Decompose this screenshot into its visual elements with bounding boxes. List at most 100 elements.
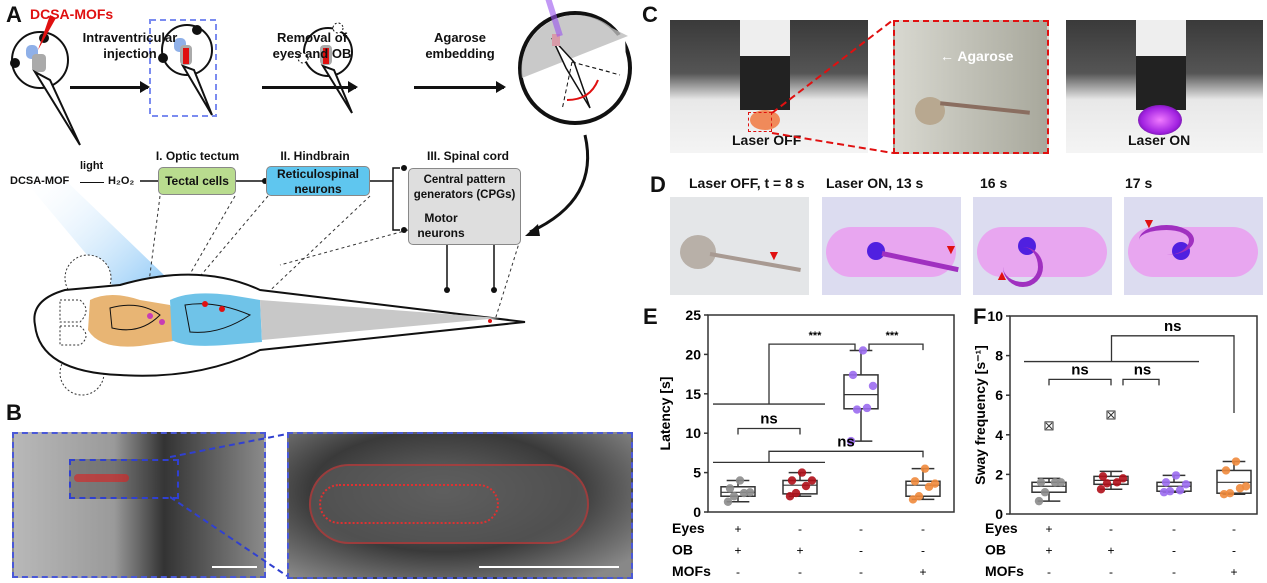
condition-row-label: OB: [672, 542, 693, 558]
condition-value: +: [734, 522, 741, 536]
condition-row-label: MOFs: [672, 563, 711, 579]
significance-bracket: [1048, 378, 1112, 386]
arrowhead-icon: ▼: [944, 241, 958, 257]
significance-bracket: [1024, 335, 1235, 414]
data-point: [745, 488, 755, 497]
y-tick-label: 6: [995, 387, 1003, 403]
reaction-product: H₂O₂: [108, 175, 135, 187]
zoom-connector-lines: [771, 19, 894, 154]
cpg-label: Central pattern generators (CPGs): [413, 174, 516, 201]
data-point: [862, 403, 872, 413]
data-point: [1056, 478, 1066, 487]
larva-icon-2: [158, 24, 213, 116]
panel-letter-b: B: [6, 400, 22, 425]
box: [843, 374, 879, 410]
larva-tail: [709, 252, 801, 272]
data-point: [729, 492, 739, 501]
frame-title-1: Laser OFF, t = 8 s: [689, 175, 805, 191]
microscope: [740, 20, 790, 110]
larva-dorsal-diagram: [33, 254, 526, 396]
condition-value: -: [1109, 565, 1113, 579]
condition-row-label: OB: [985, 542, 1006, 558]
larva-tail: [940, 101, 1030, 115]
y-tick-label: 2: [995, 466, 1003, 482]
data-point: [807, 476, 817, 485]
box-reticulospinal-neurons: Reticulospinal neurons: [266, 166, 370, 196]
label-laser-on: Laser ON: [1128, 132, 1191, 148]
condition-value: -: [1232, 522, 1236, 536]
condition-row-label: MOFs: [985, 563, 1024, 579]
laser-glow: [1138, 105, 1182, 135]
condition-row-label: Eyes: [985, 520, 1018, 536]
larva-head: [867, 242, 885, 260]
significance-label: ***: [809, 330, 823, 342]
data-point: [1161, 478, 1171, 487]
larva-icon-1: [10, 15, 81, 146]
data-point: [791, 488, 801, 498]
arrowhead-icon: ▼: [767, 247, 781, 263]
panel-letter-c: C: [642, 2, 658, 27]
step-agarose-embedding: Agarose embedding: [425, 30, 495, 61]
data-point: [852, 405, 862, 414]
condition-value: -: [798, 565, 802, 579]
data-point: [723, 497, 733, 506]
condition-value: -: [1109, 522, 1113, 536]
outlier-cross: [1045, 422, 1053, 430]
scale-bar: [212, 566, 257, 568]
data-point: [1102, 479, 1112, 488]
data-point: [1165, 487, 1175, 496]
chart-latency: 0 5 10 15 20 25 Latency [s] Eyes + - - - OB + + - - MOFs -…: [657, 307, 955, 579]
condition-value: +: [919, 565, 926, 579]
region-optic-tectum: I. Optic tectum: [155, 149, 240, 163]
reaction-reactant: DCSA-MOF: [10, 175, 70, 187]
significance-label: ns: [1134, 361, 1152, 378]
data-point: [1171, 471, 1181, 480]
motor-neurons-label: Motor neurons: [417, 211, 465, 240]
significance-bracket: [868, 343, 924, 351]
condition-value: +: [734, 544, 741, 558]
data-point: [910, 477, 920, 486]
condition-value: -: [1172, 544, 1176, 558]
condition-value: -: [859, 522, 863, 536]
plot-frame: [707, 314, 955, 513]
y-tick-label: 5: [693, 465, 701, 481]
y-tick-label: 15: [685, 386, 701, 402]
data-point: [1225, 489, 1235, 498]
red-fluorescence: [74, 474, 129, 482]
condition-row-label: Eyes: [672, 520, 705, 536]
y-axis-label: Latency [s]: [657, 377, 673, 451]
highlight-box: [149, 19, 217, 117]
red-fluorescence: [319, 484, 499, 524]
significance-bracket: [713, 343, 856, 405]
condition-value: -: [859, 565, 863, 579]
photo-setup-laser-on: Laser ON: [1066, 20, 1263, 153]
condition-value: +: [796, 544, 803, 558]
condition-value: -: [859, 544, 863, 558]
reaction-arrow: [80, 182, 104, 183]
data-point: [920, 464, 930, 473]
data-point: [846, 436, 856, 446]
frame-title-2: Laser ON, 13 s: [826, 175, 924, 191]
schematic-illustration: [10, 0, 632, 396]
data-point: [1231, 457, 1241, 466]
data-point: [725, 484, 735, 493]
y-tick-label: 0: [995, 506, 1003, 522]
y-axis-label: Sway frequency [s⁻¹]: [972, 345, 988, 485]
box-tectal-cells: Tectal cells: [158, 167, 236, 195]
data-point: [787, 476, 797, 485]
frame-16s: ▲: [973, 197, 1112, 295]
step-removal-eyes-ob: Removal of eyes and OB: [272, 30, 352, 61]
sample-dish: [750, 110, 780, 130]
condition-value: +: [1045, 522, 1052, 536]
condition-value: -: [921, 544, 925, 558]
frame-title-3: 16 s: [980, 175, 1008, 191]
region-spinal-cord: III. Spinal cord: [426, 149, 509, 163]
condition-value: -: [1172, 522, 1176, 536]
significance-bracket: [713, 450, 924, 464]
step-intraventricular-injection: Intraventricular injection: [82, 30, 178, 61]
larva-head: [915, 97, 945, 125]
arrow-icon: [70, 81, 150, 93]
arrowhead-icon: ▲: [995, 267, 1009, 283]
condition-value: +: [1230, 565, 1237, 579]
condition-value: -: [798, 522, 802, 536]
